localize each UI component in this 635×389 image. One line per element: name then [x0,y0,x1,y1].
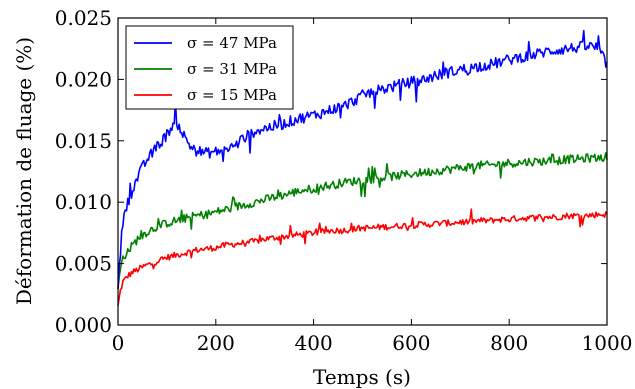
y-tick-label: 0.010 [55,190,112,214]
legend-label-2: σ = 31 MPa [187,60,277,78]
y-tick-label: 0.000 [55,313,112,337]
plot-lines [117,29,608,306]
x-axis: 0 200 400 600 800 1000 [112,18,633,355]
x-tick-label: 600 [392,331,430,355]
series-line-3 [117,208,608,306]
x-tick-label: 0 [112,331,125,355]
x-tick-label: 200 [197,331,235,355]
plot-frame [117,17,608,326]
series-line-2 [117,152,608,290]
y-tick-label: 0.005 [55,252,112,276]
legend: σ = 47 MPa σ = 31 MPa σ = 15 MPa [125,25,294,110]
x-tick-label: 1000 [582,331,633,355]
series-line-1 [117,29,608,289]
y-axis: 0.000 0.005 0.010 0.015 0.020 0.025 [55,6,607,337]
x-tick-label: 400 [295,331,333,355]
y-tick-label: 0.020 [55,67,112,91]
legend-label-1: σ = 47 MPa [187,34,277,52]
y-tick-label: 0.015 [55,129,112,153]
x-tick-label: 800 [490,331,528,355]
legend-label-3: σ = 15 MPa [187,86,277,104]
y-axis-label: Déformation de fluage (%) [12,37,36,305]
y-tick-label: 0.025 [55,6,112,30]
x-axis-label: Temps (s) [313,365,411,389]
